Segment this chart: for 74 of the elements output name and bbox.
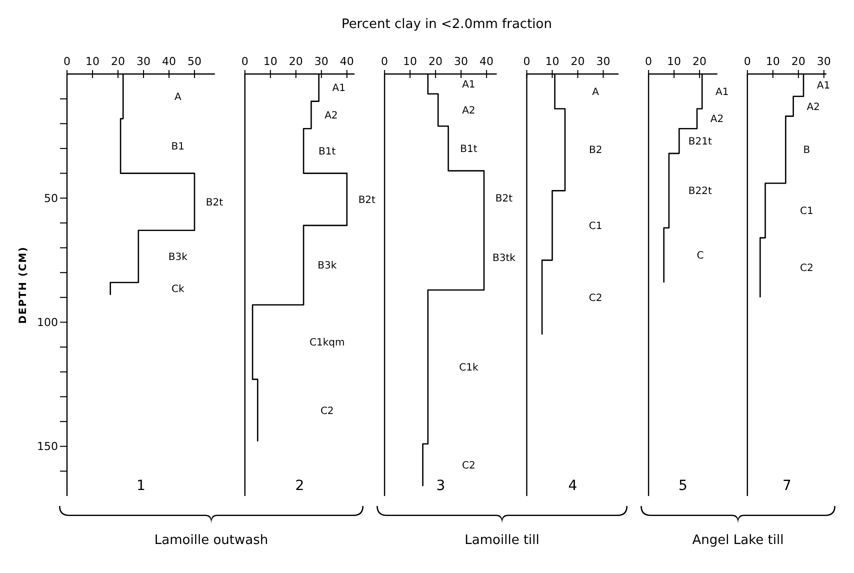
- x-tick-label: 10: [403, 55, 418, 68]
- x-tick-label: 0: [381, 55, 388, 68]
- annotation: A1: [816, 80, 830, 92]
- annotation: B1t: [460, 144, 478, 155]
- annotation: B2t: [495, 194, 513, 205]
- x-tick-label: 20: [570, 55, 585, 68]
- text: 2: [295, 478, 304, 494]
- y-axis-title: DEPTH (CM): [18, 246, 29, 324]
- annotation: B: [803, 145, 810, 156]
- annotation: A2: [324, 110, 338, 122]
- annotation: B3k: [318, 260, 337, 272]
- x-tick-label: 20: [791, 55, 806, 68]
- annotation: C1: [588, 220, 602, 232]
- text: 7: [782, 478, 792, 494]
- annotation: C1k: [459, 362, 478, 374]
- text: Lamoille outwash: [154, 533, 268, 548]
- annotation: C2: [800, 263, 814, 274]
- x-tick-label: 10: [766, 55, 780, 68]
- annotation: B21t: [688, 136, 712, 148]
- annotation: A2: [462, 105, 476, 116]
- annotation: B22t: [688, 186, 712, 198]
- annotation: C2: [462, 460, 476, 472]
- annotation: C1: [800, 206, 814, 218]
- annotation: A2: [710, 114, 724, 126]
- text: 5: [678, 478, 688, 494]
- x-tick-label: 30: [314, 55, 328, 68]
- x-tick-label: 20: [111, 55, 125, 68]
- x-tick-label: 30: [816, 55, 831, 68]
- x-tick-label: 0: [64, 55, 70, 68]
- annotation: B2t: [206, 197, 224, 208]
- x-tick-label: 10: [86, 55, 100, 68]
- annotation: A1: [332, 83, 346, 94]
- y-tick-label: 100: [37, 316, 58, 330]
- x-tick-label: 0: [744, 55, 751, 68]
- x-tick-label: 0: [645, 55, 652, 68]
- text: 1: [136, 478, 146, 494]
- text: 3: [436, 478, 446, 494]
- annotation: B1t: [318, 146, 336, 158]
- x-tick-label: 40: [480, 55, 494, 68]
- annotation: A1: [716, 86, 729, 98]
- text: Angel Lake till: [692, 533, 784, 548]
- annotation: Ck: [172, 284, 185, 296]
- x-tick-label: 30: [596, 55, 610, 68]
- y-tick-label: 50: [44, 192, 58, 205]
- annotation: A: [174, 92, 182, 103]
- annotation: A2: [806, 102, 820, 113]
- x-tick-label: 10: [667, 55, 682, 68]
- x-tick-label: 0: [241, 55, 248, 68]
- annotation: C2: [320, 406, 334, 417]
- annotation: B1: [171, 141, 185, 152]
- x-tick-label: 20: [428, 55, 443, 68]
- text: 4: [568, 478, 578, 494]
- annotation: B3k: [168, 252, 188, 263]
- annotation: A: [592, 86, 600, 98]
- x-tick-label: 0: [523, 55, 530, 68]
- x-tick-label: 40: [162, 55, 176, 68]
- annotation: C2: [588, 292, 602, 304]
- annotation: C: [696, 250, 704, 262]
- x-tick-label: 30: [136, 55, 150, 68]
- x-tick-label: 20: [692, 55, 707, 68]
- annotation: A1: [462, 79, 476, 90]
- text: B2t: [358, 194, 376, 206]
- text: Lamoille till: [464, 533, 540, 548]
- text: Percent clay in <2.0mm fraction: [341, 17, 552, 32]
- annotation: B2: [588, 145, 602, 156]
- x-tick-label: 10: [545, 55, 560, 68]
- x-tick-label: 50: [188, 55, 202, 68]
- annotation: B3tk: [492, 253, 516, 264]
- x-tick-label: 10: [263, 55, 278, 68]
- y-tick-label: 150: [37, 440, 58, 454]
- annotation: C1kqm: [310, 338, 345, 349]
- x-tick-label: 30: [454, 55, 468, 68]
- x-tick-label: 20: [288, 55, 303, 68]
- x-tick-label: 40: [340, 55, 354, 68]
